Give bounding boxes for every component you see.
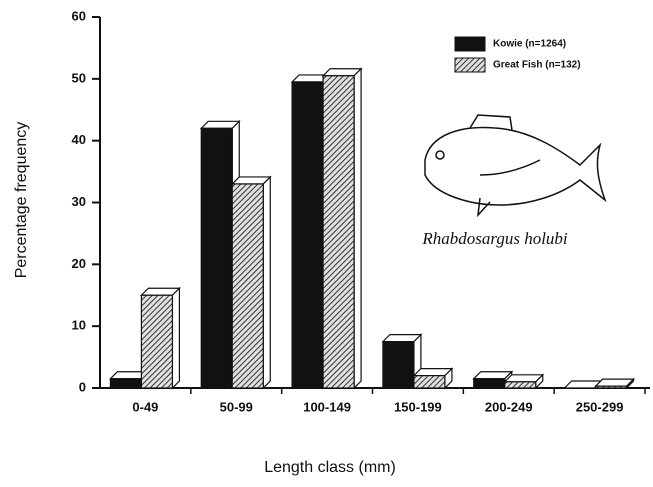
bar (323, 76, 354, 388)
y-tick-label: 50 (72, 70, 86, 85)
x-axis-label: Length class (mm) (264, 459, 396, 476)
bar-side (263, 177, 270, 388)
bar (201, 128, 232, 388)
y-tick-label: 10 (72, 318, 86, 333)
bar (292, 82, 323, 388)
legend-label: Great Fish (n=132) (493, 60, 581, 71)
legend-swatch (455, 37, 485, 51)
bar-side (354, 69, 361, 388)
x-tick-label: 50-99 (220, 399, 253, 414)
bar (383, 342, 414, 388)
bar (232, 184, 263, 388)
legend-swatch (455, 58, 485, 72)
bar-side (172, 288, 179, 388)
y-tick-label: 20 (72, 256, 86, 271)
x-tick-label: 0-49 (132, 399, 158, 414)
y-tick-label: 60 (72, 8, 86, 23)
x-tick-label: 100-149 (303, 399, 351, 414)
y-tick-label: 30 (72, 194, 86, 209)
bar (505, 382, 536, 388)
x-tick-label: 150-199 (394, 399, 442, 414)
y-tick-label: 40 (72, 132, 86, 147)
bar (141, 295, 172, 388)
chart: Percentage frequency Length class (mm) R… (0, 0, 653, 482)
bar (596, 386, 627, 388)
legend-label: Kowie (n=1264) (493, 39, 566, 50)
fish-drawing (425, 115, 605, 215)
y-tick-label: 0 (79, 379, 86, 394)
x-tick-label: 200-249 (485, 399, 533, 414)
bar (414, 376, 445, 388)
bar (474, 379, 505, 388)
bar (110, 379, 141, 388)
x-tick-label: 250-299 (576, 399, 624, 414)
annotation: Rhabdosargus holubi (421, 229, 568, 248)
y-axis-label: Percentage frequency (13, 122, 30, 279)
